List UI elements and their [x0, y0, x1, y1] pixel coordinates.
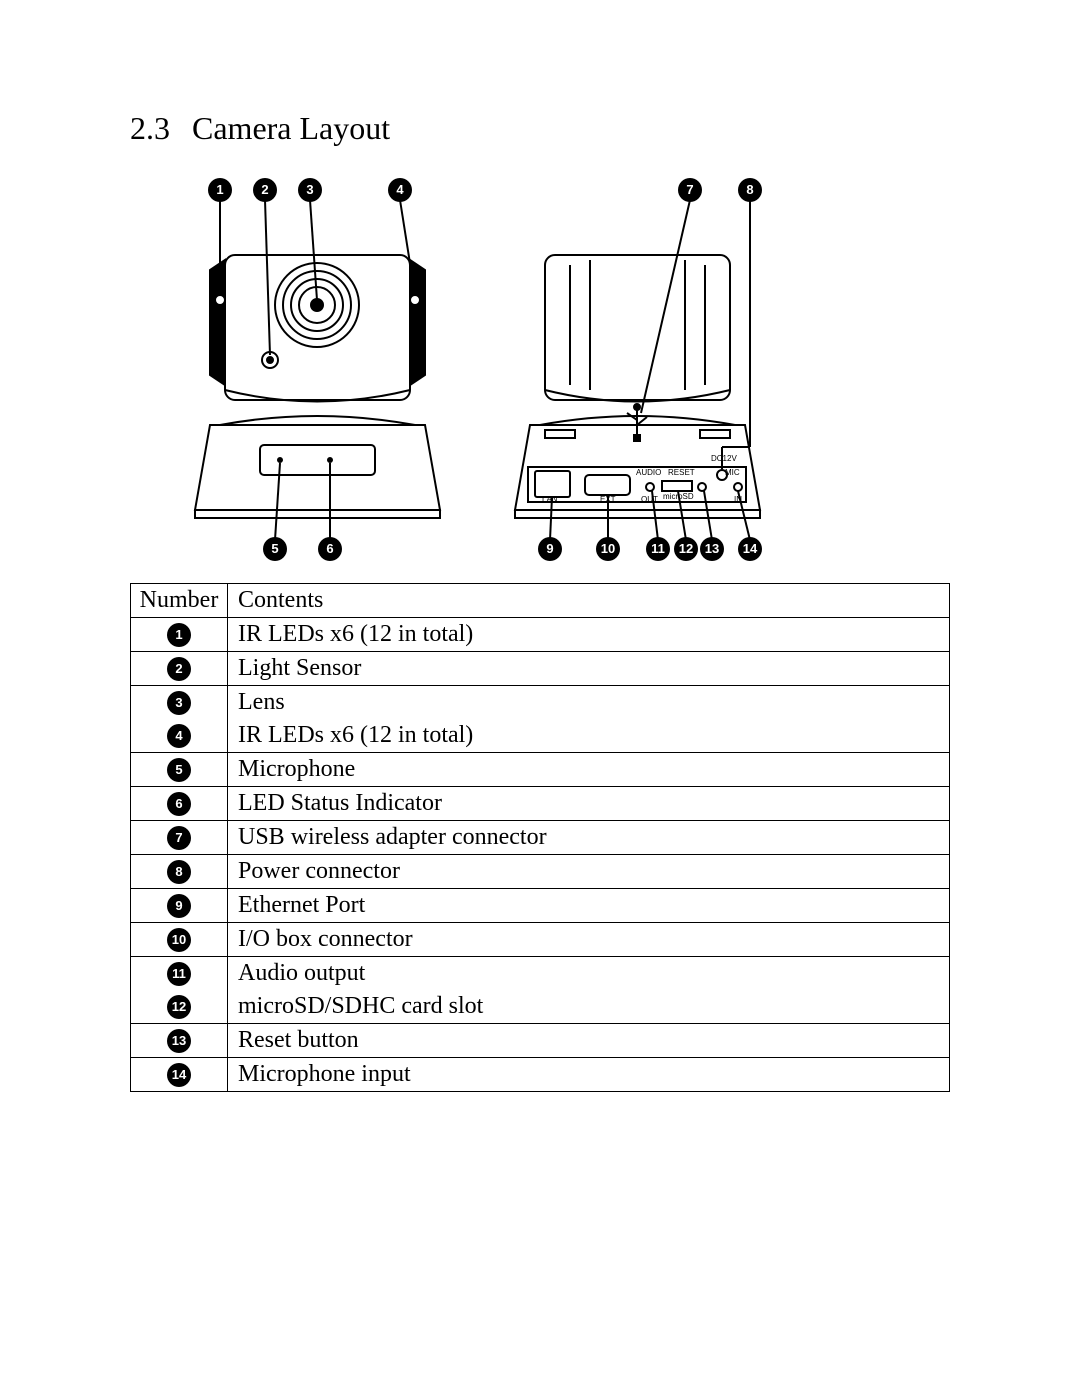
label-microsd: microSD — [663, 492, 694, 501]
table-row: 14 Microphone input — [131, 1058, 950, 1092]
section-title: Camera Layout — [192, 110, 390, 146]
row-2-label: Light Sensor — [228, 652, 950, 686]
label-audio: AUDIO — [636, 468, 661, 477]
badge-5-icon: 5 — [167, 758, 191, 782]
callout-13-icon: 13 — [700, 537, 724, 561]
camera-svg — [170, 175, 810, 565]
table-row: 7 USB wireless adapter connector — [131, 821, 950, 855]
row-13-label: Reset button — [228, 1024, 950, 1058]
badge-6-icon: 6 — [167, 792, 191, 816]
callout-9-icon: 9 — [538, 537, 562, 561]
table-row: 2 Light Sensor — [131, 652, 950, 686]
table-row: 13 Reset button — [131, 1024, 950, 1058]
badge-12-icon: 12 — [167, 995, 191, 1019]
callout-1-icon: 1 — [208, 178, 232, 202]
table-row: 9 Ethernet Port — [131, 889, 950, 923]
table-row: 12 microSD/SDHC card slot — [131, 990, 950, 1024]
callout-7-icon: 7 — [678, 178, 702, 202]
label-lan: LAN — [542, 495, 558, 504]
page: 2.3 Camera Layout — [0, 0, 1080, 1397]
badge-11-icon: 11 — [167, 962, 191, 986]
row-10-label: I/O box connector — [228, 923, 950, 957]
badge-13-icon: 13 — [167, 1029, 191, 1053]
row-5-label: Microphone — [228, 753, 950, 787]
badge-1-icon: 1 — [167, 623, 191, 647]
row-3-label: Lens — [228, 686, 950, 720]
callout-5-icon: 5 — [263, 537, 287, 561]
badge-10-icon: 10 — [167, 928, 191, 952]
row-14-label: Microphone input — [228, 1058, 950, 1092]
label-out: OUT — [641, 495, 658, 504]
row-12-label: microSD/SDHC card slot — [228, 990, 950, 1024]
row-11-label: Audio output — [228, 957, 950, 991]
section-number: 2.3 — [130, 110, 170, 147]
badge-4-icon: 4 — [167, 724, 191, 748]
label-ext: EXT — [600, 495, 616, 504]
badge-9-icon: 9 — [167, 894, 191, 918]
table-row: 4 IR LEDs x6 (12 in total) — [131, 719, 950, 753]
row-8-label: Power connector — [228, 855, 950, 889]
callout-4-icon: 4 — [388, 178, 412, 202]
callout-2-icon: 2 — [253, 178, 277, 202]
table-row: 10 I/O box connector — [131, 923, 950, 957]
badge-2-icon: 2 — [167, 657, 191, 681]
badge-8-icon: 8 — [167, 860, 191, 884]
table-row: 8 Power connector — [131, 855, 950, 889]
label-in: IN — [734, 495, 742, 504]
legend-table: Number Contents 1 IR LEDs x6 (12 in tota… — [130, 583, 950, 1092]
callout-3-icon: 3 — [298, 178, 322, 202]
badge-3-icon: 3 — [167, 691, 191, 715]
callout-11-icon: 11 — [646, 537, 670, 561]
callout-10-icon: 10 — [596, 537, 620, 561]
table-row: 3 Lens — [131, 686, 950, 720]
row-9-label: Ethernet Port — [228, 889, 950, 923]
table-header-row: Number Contents — [131, 584, 950, 618]
callout-12-icon: 12 — [674, 537, 698, 561]
table-row: 5 Microphone — [131, 753, 950, 787]
table-row: 6 LED Status Indicator — [131, 787, 950, 821]
label-mic: MIC — [725, 468, 740, 477]
callout-8-icon: 8 — [738, 178, 762, 202]
section-heading: 2.3 Camera Layout — [130, 110, 950, 147]
col-number: Number — [131, 584, 228, 618]
camera-diagram: 1 2 3 4 7 8 5 6 9 10 11 12 13 14 DC12V A… — [170, 175, 810, 565]
callout-6-icon: 6 — [318, 537, 342, 561]
callout-14-icon: 14 — [738, 537, 762, 561]
col-contents: Contents — [228, 584, 950, 618]
row-1-label: IR LEDs x6 (12 in total) — [228, 618, 950, 652]
table-row: 11 Audio output — [131, 957, 950, 991]
row-7-label: USB wireless adapter connector — [228, 821, 950, 855]
badge-14-icon: 14 — [167, 1063, 191, 1087]
row-6-label: LED Status Indicator — [228, 787, 950, 821]
row-4-label: IR LEDs x6 (12 in total) — [228, 719, 950, 753]
label-dc12v: DC12V — [711, 454, 737, 463]
badge-7-icon: 7 — [167, 826, 191, 850]
label-reset: RESET — [668, 468, 695, 477]
table-row: 1 IR LEDs x6 (12 in total) — [131, 618, 950, 652]
